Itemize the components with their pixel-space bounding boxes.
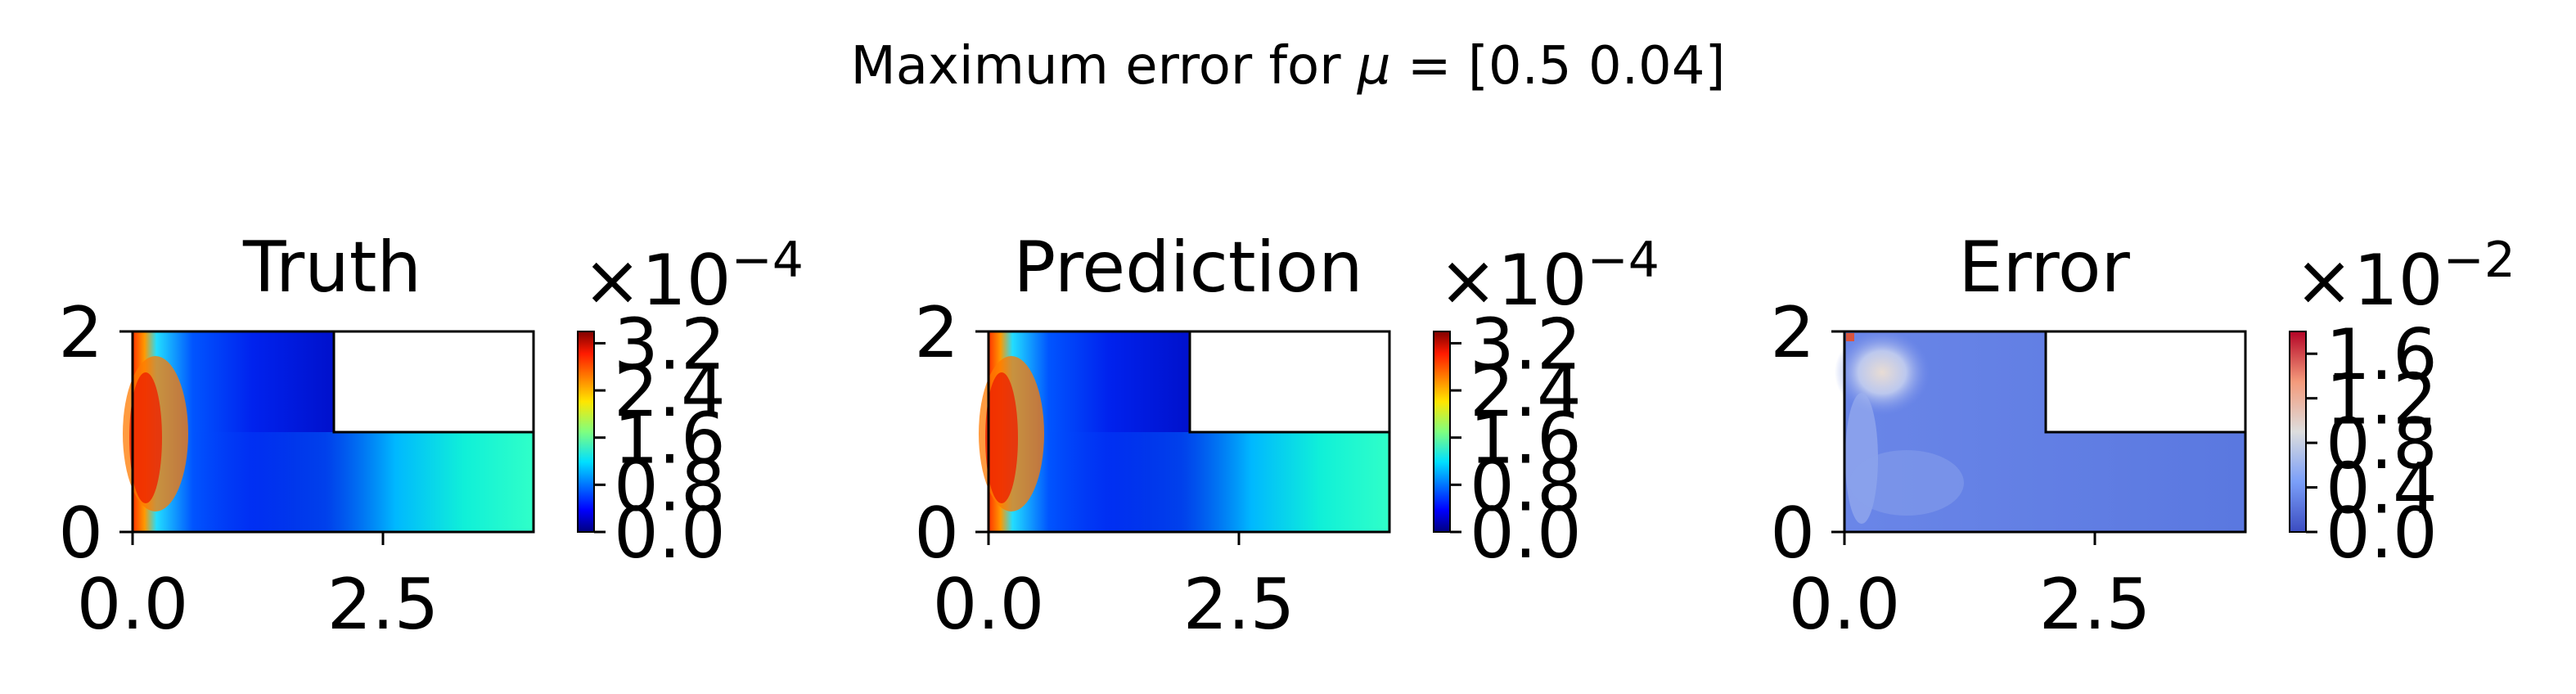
y-axis: 2 0: [58, 292, 133, 575]
colorbar-tick-label: 3.2: [614, 304, 726, 385]
x-tick-label: 0.0: [933, 564, 1045, 646]
y-tick-label: 0: [58, 493, 103, 575]
x-tick-label: 0.0: [77, 564, 189, 646]
colorbar-tick-label: 0.0: [1470, 493, 1582, 575]
x-tick-label: 2.5: [2039, 564, 2151, 646]
colorbar-multiplier: ×10−2: [2295, 232, 2515, 322]
empty-region: [2046, 331, 2247, 432]
panel-title: Error: [1958, 227, 2130, 309]
colorbar-tick-label: 1.6: [2326, 314, 2438, 396]
empty-region: [1190, 331, 1391, 432]
y-tick-label: 0: [914, 493, 959, 575]
colorbar-ticks: 0.00.40.81.21.6: [2306, 314, 2438, 575]
panel-title: Truth: [242, 227, 421, 309]
colorbar-tick-label: 2.4: [614, 351, 726, 433]
y-tick-label: 0: [1770, 493, 1815, 575]
colorbar: ×10−4 0.00.81.62.43.2: [1433, 232, 1660, 575]
panel-prediction: Prediction 2 0 0.0 2.5 ×10−4 0.00.81.62.…: [914, 227, 1660, 646]
colorbar-ticks: 0.00.81.62.43.2: [594, 304, 726, 575]
colorbar-multiplier: ×10−4: [1439, 232, 1660, 322]
panel-error: Error 2 0 0.0 2.5 ×10−2 0.00.40.81.21.6: [1770, 227, 2515, 646]
panel-title: Prediction: [1013, 227, 1362, 309]
x-axis: 0.0 2.5: [1789, 532, 2151, 646]
colorbar-tick-label: 0.8: [1470, 445, 1582, 527]
colorbar-tick-label: 0.8: [614, 445, 726, 527]
panel-truth: Truth 2 0 0.0 2.5 ×10−4 0.00.81.62.43.2: [58, 227, 804, 646]
empty-region: [334, 331, 535, 432]
y-axis: 2 0: [1770, 292, 1844, 575]
colorbar-tick-label: 0.8: [2326, 403, 2438, 485]
colorbar: ×10−4 0.00.81.62.43.2: [577, 232, 804, 575]
y-axis: 2 0: [914, 292, 989, 575]
x-tick-label: 2.5: [1183, 564, 1295, 646]
y-tick-label: 2: [1770, 292, 1815, 374]
colorbar-tick-label: 3.2: [1470, 304, 1582, 385]
colorbar-tick-label: 2.4: [1470, 351, 1582, 433]
colorbar-ticks: 0.00.81.62.43.2: [1450, 304, 1582, 575]
colorbar-multiplier: ×10−4: [583, 232, 804, 322]
x-tick-label: 2.5: [327, 564, 439, 646]
y-tick-label: 2: [914, 292, 959, 374]
colorbar-tick-label: 1.6: [1470, 399, 1582, 480]
colorbar: ×10−2 0.00.40.81.21.6: [2289, 232, 2515, 575]
x-axis: 0.0 2.5: [933, 532, 1295, 646]
colorbar-tick-label: 0.4: [2326, 448, 2438, 530]
x-axis: 0.0 2.5: [77, 532, 439, 646]
colorbar-tick-label: 0.0: [2326, 493, 2438, 575]
colorbar-tick-label: 1.6: [614, 399, 726, 480]
figure-suptitle: Maximum error for μ = [0.5 0.04]: [851, 36, 1726, 97]
x-tick-label: 0.0: [1789, 564, 1901, 646]
y-tick-label: 2: [58, 292, 103, 374]
colorbar-tick-label: 0.0: [614, 493, 726, 575]
colorbar-tick-label: 1.2: [2326, 359, 2438, 441]
